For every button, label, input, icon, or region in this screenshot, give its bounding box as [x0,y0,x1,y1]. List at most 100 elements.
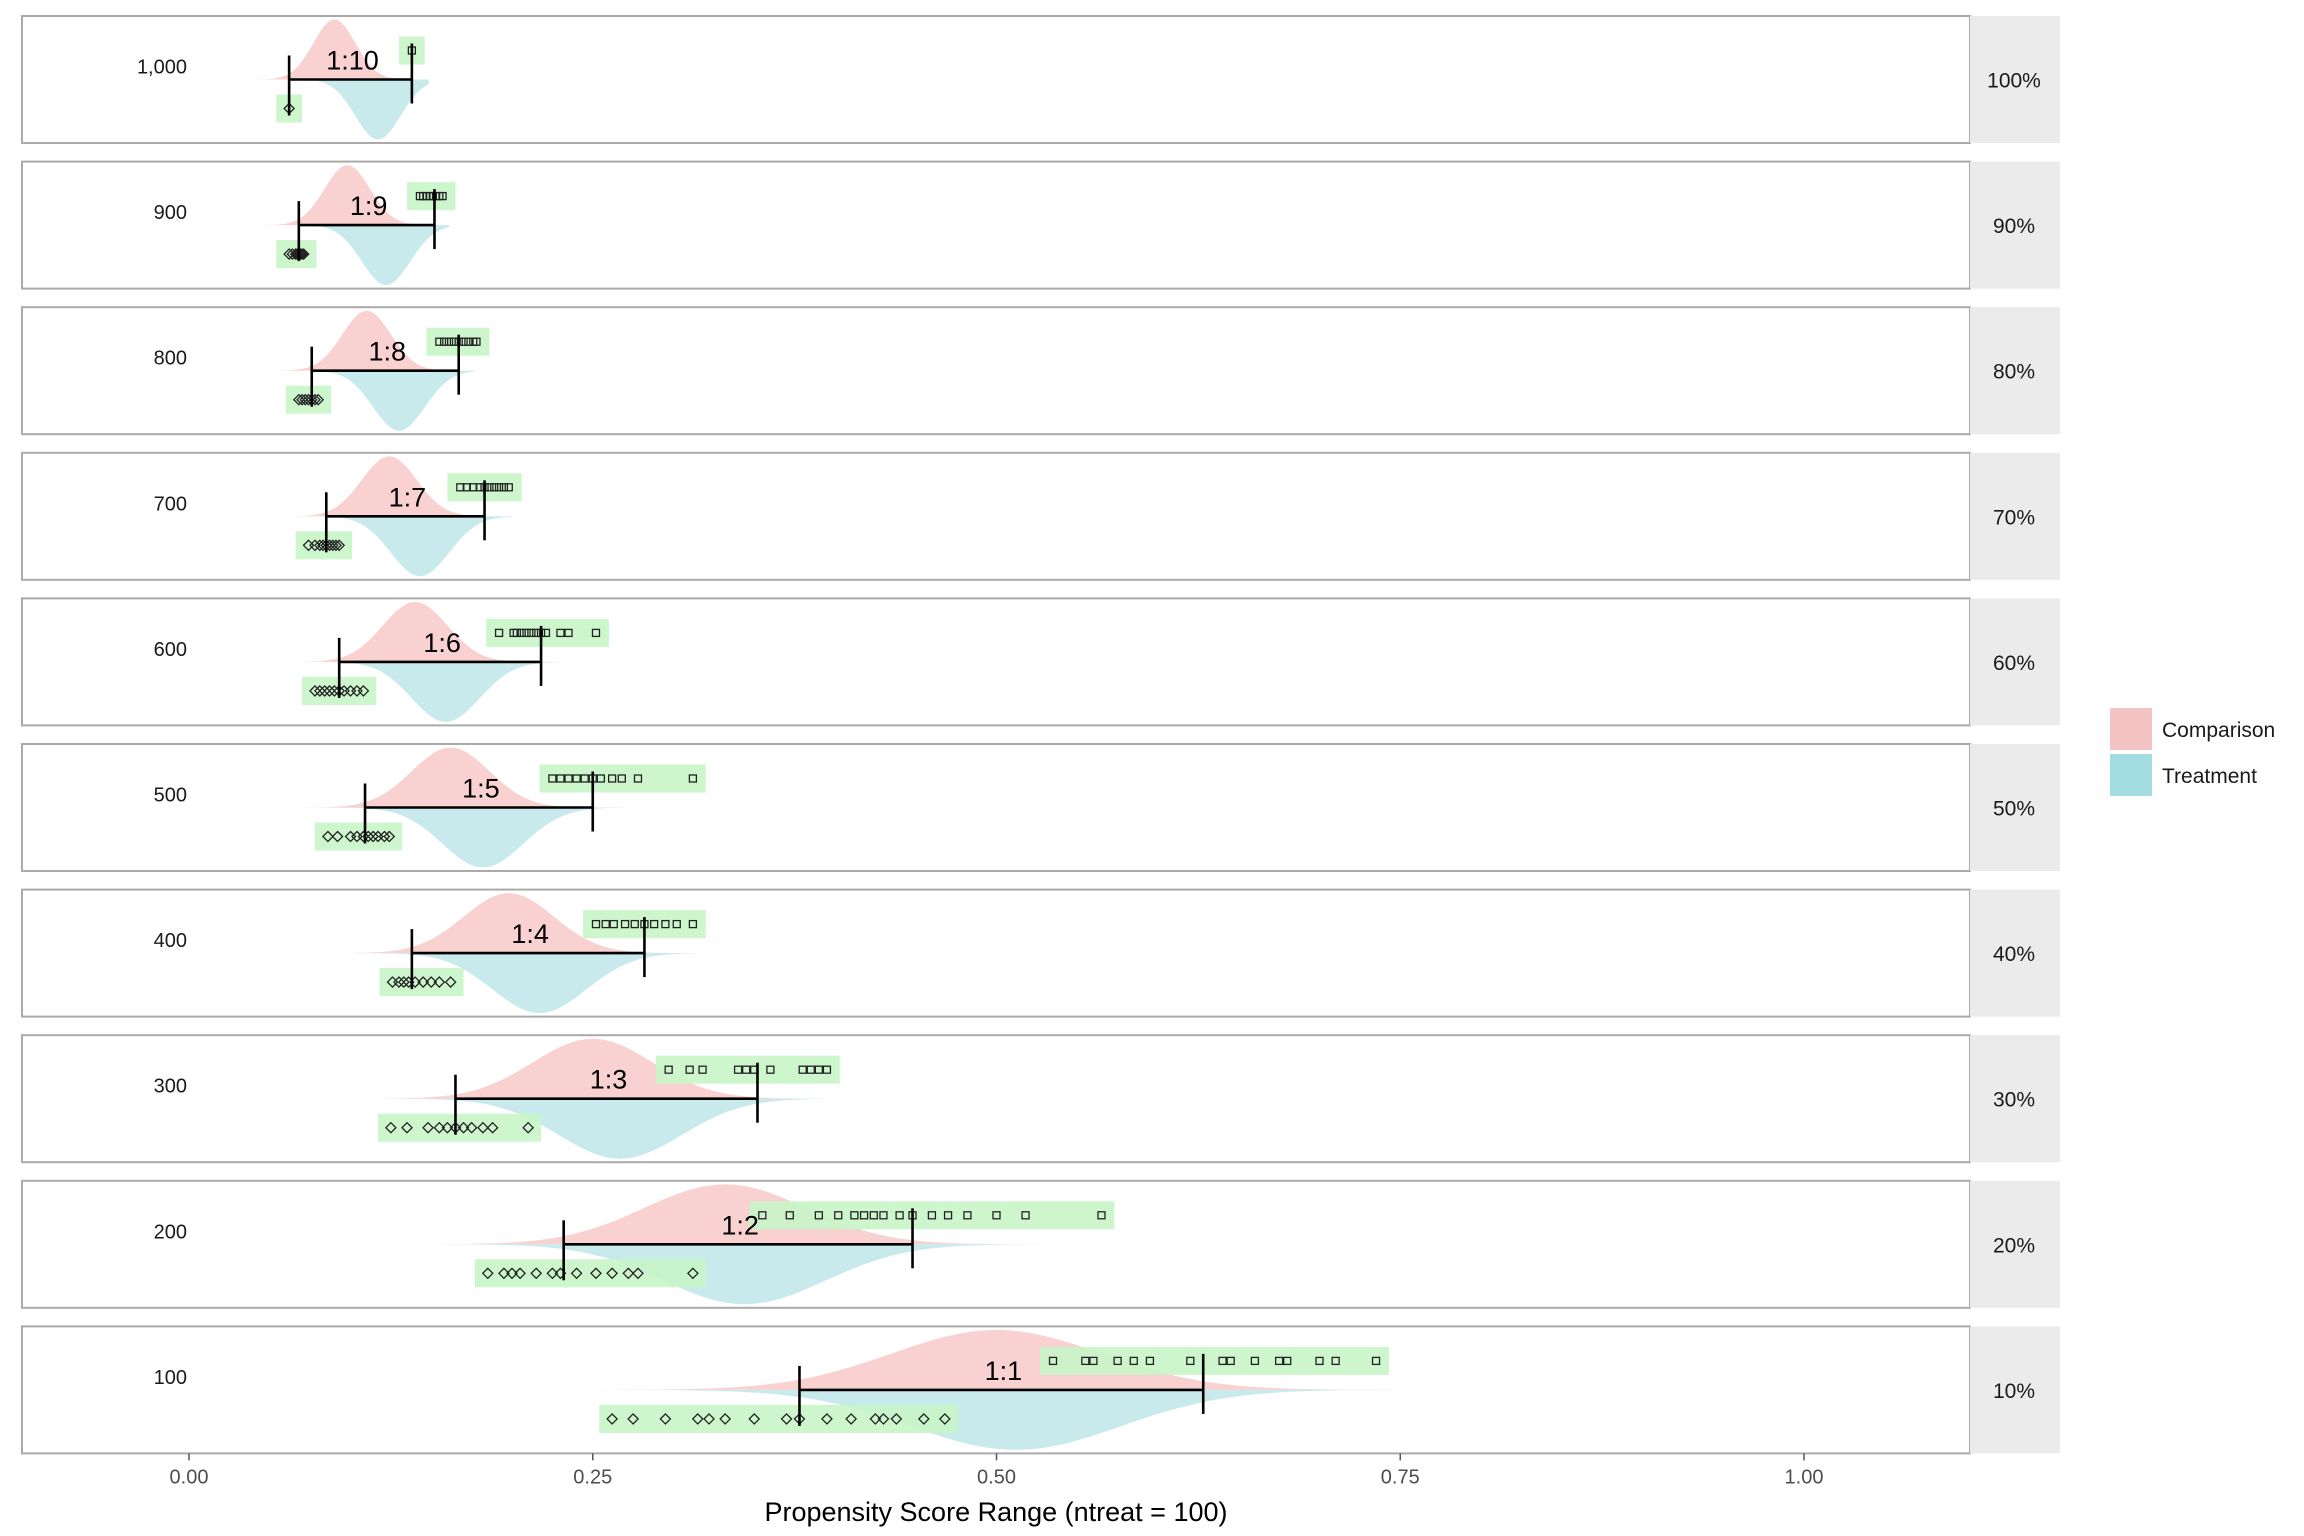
panel-3: 80% 800 1:8 [21,306,2060,436]
treatment-point [780,1412,793,1425]
comparison-density [245,165,450,226]
treatment-range-box [285,385,332,414]
row-label: 500 [154,785,187,807]
comparison-point [633,774,643,783]
comparison-point [943,1211,953,1220]
comparison-point [444,337,454,346]
legend: Comparison Treatment [2110,708,2275,796]
comparison-point [698,1065,707,1074]
comparison-point [766,1065,775,1074]
facet-strip [1970,1035,2060,1163]
comparison-range-box [407,182,456,211]
treatment-range-box [377,1113,542,1142]
facet-strip-label: 30% [1993,1089,2035,1112]
treatment-point [323,684,336,697]
panel-frame [21,888,1971,1018]
facet-strip-label: 60% [1993,652,2035,675]
comparison-point [472,337,481,346]
comparison-point [742,1065,751,1074]
row-label: 200 [154,1221,187,1243]
panel-10: 10% 100 1:1 [21,1325,2060,1455]
panel-9: 20% 200 1:2 [21,1179,2060,1309]
panel-1: 100% 1,000 1:10 [21,15,2060,144]
ratio-label: 1:2 [721,1210,759,1240]
facet-strip-label: 10% [1993,1380,2035,1403]
comparison-point [1218,1356,1227,1366]
comparison-point [504,483,513,492]
treatment-point [632,1267,644,1280]
treatment-point [869,1412,882,1425]
comparison-point [1081,1356,1090,1366]
panel-frame [21,1034,1971,1164]
panel-6: 50% 500 1:5 [21,743,2060,872]
comparison-point [859,1211,869,1220]
comparison-point [485,483,494,492]
comparison-range-box [655,1055,840,1084]
ratio-label: 1:10 [326,46,379,76]
comparison-point [494,628,504,638]
comparison-point [512,628,521,638]
comparison-density [361,1184,1089,1245]
treatment-point [309,684,321,697]
treatment-point [294,248,307,261]
legend-label: Comparison [2162,719,2275,742]
comparison-point [580,774,589,783]
treatment-point [877,1412,890,1425]
treatment-point [441,1121,454,1134]
comparison-point [1129,1356,1138,1366]
treatment-point [530,1267,543,1280]
treatment-point [384,1121,397,1134]
treatment-point [457,1121,470,1134]
treatment-density [245,225,450,286]
facet-strip-label: 80% [1993,361,2035,384]
facet-strip [1970,307,2060,435]
comparison-point [1250,1356,1260,1366]
comparison-point [733,1065,743,1074]
treatment-point [477,1121,489,1134]
facet-strip-label: 40% [1993,943,2035,966]
comparison-point [814,1065,823,1074]
comparison-point [1089,1356,1098,1366]
ratio-label: 1:8 [368,337,406,367]
comparison-point [1283,1356,1292,1366]
comparison-point [591,628,601,638]
treatment-point [748,1412,761,1425]
comparison-point [620,919,630,929]
facet-strip-label: 90% [1993,215,2035,238]
treatment-density [305,953,713,1014]
comparison-point [556,628,565,638]
treatment-point [606,1412,619,1425]
x-axis-title: Propensity Score Range (ntreat = 100) [764,1497,1227,1527]
comparison-point [609,919,618,929]
panel-7: 40% 400 1:4 [21,888,2060,1018]
treatment-point [890,1412,903,1425]
comparison-point [1097,1211,1106,1220]
x-tick-label: 0.00 [170,1466,209,1488]
ratio-label: 1:6 [423,628,461,658]
treatment-point [331,830,344,843]
comparison-point [1145,1356,1155,1366]
treatment-point [659,1412,672,1425]
ratio-label: 1:7 [389,482,427,512]
facet-strip [1970,598,2060,726]
comparison-point [541,628,551,638]
facet-strip-label: 20% [1993,1234,2035,1257]
row-label: 1,000 [137,57,187,79]
comparison-point [517,628,526,638]
facet-strip [1970,161,2060,289]
comparison-density [257,310,476,371]
comparison-point [527,628,536,638]
treatment-point [845,1412,858,1425]
comparison-point [556,774,565,783]
facet-strip-label: 70% [1993,506,2035,529]
comparison-point [672,919,681,929]
comparison-point [490,483,499,492]
legend-label: Treatment [2162,765,2257,788]
comparison-density [524,1329,1469,1390]
facet-strip [1970,452,2060,580]
treatment-point [465,1121,478,1134]
comparison-point [1315,1356,1324,1366]
comparison-point [649,919,659,929]
treatment-point [481,1267,494,1280]
